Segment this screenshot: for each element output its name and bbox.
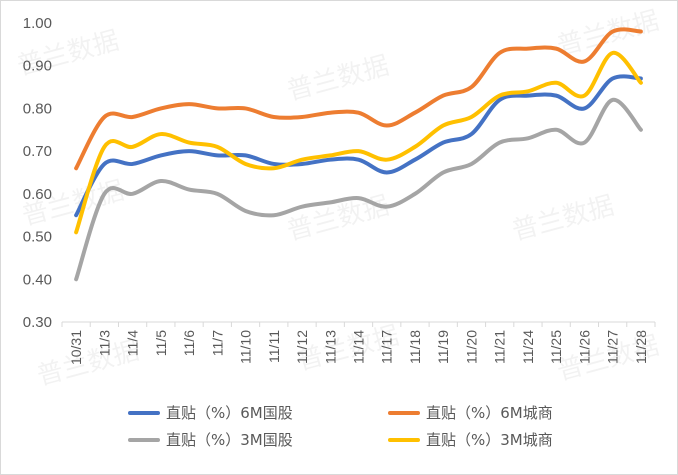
legend-label: 直贴（%）3M国股 [166, 431, 293, 449]
x-tick-label: 11/27 [605, 330, 621, 364]
series-line-1 [74, 27, 643, 171]
x-tick-label: 11/17 [379, 330, 395, 364]
x-tick-label: 11/3 [96, 330, 112, 356]
x-tick-label: 11/21 [492, 330, 508, 364]
x-tick-label: 11/26 [576, 330, 592, 364]
x-tick-label: 11/5 [153, 330, 169, 356]
x-tick-label: 11/19 [435, 330, 451, 364]
y-tick-label: 0.90 [23, 58, 52, 75]
watermark: 普兰数据 [284, 51, 392, 107]
y-tick-label: 0.60 [23, 186, 52, 203]
x-tick-label: 11/20 [463, 330, 479, 364]
x-tick-label: 11/10 [238, 330, 254, 364]
x-tick-label: 11/7 [209, 330, 225, 356]
series-line-2 [74, 97, 643, 282]
legend-label: 直贴（%）3M城商 [426, 431, 553, 449]
watermark: 普兰数据 [19, 176, 127, 232]
x-tick-label: 11/14 [351, 330, 367, 364]
legend-label: 直贴（%）6M国股 [166, 404, 293, 422]
watermark: 普兰数据 [509, 191, 617, 247]
y-tick-label: 0.80 [23, 100, 52, 117]
legend: 直贴（%）6M国股 直贴（%）6M城商 直贴（%）3M国股 直贴（%）3M城商 [128, 402, 588, 450]
legend-item-3m-chengshang: 直贴（%）3M城商 [388, 429, 588, 450]
series-line-0 [74, 74, 643, 218]
y-tick-label: 1.00 [23, 15, 52, 32]
x-tick-label: 11/25 [548, 330, 564, 364]
legend-swatch [128, 437, 160, 442]
legend-item-3m-guogu: 直贴（%）3M国股 [128, 429, 388, 450]
x-tick-label: 11/28 [633, 330, 649, 364]
x-tick-label: 11/4 [125, 330, 141, 356]
x-tick-label: 11/12 [294, 330, 310, 364]
legend-label: 直贴（%）6M城商 [426, 404, 553, 422]
x-tick-label: 11/6 [181, 330, 197, 356]
x-tick-label: 10/31 [68, 330, 84, 365]
y-tick-label: 0.50 [23, 229, 52, 246]
legend-swatch [128, 410, 160, 415]
legend-item-6m-guogu: 直贴（%）6M国股 [128, 402, 388, 423]
legend-item-6m-chengshang: 直贴（%）6M城商 [388, 402, 588, 423]
x-tick-label: 11/11 [266, 330, 282, 363]
legend-swatch [388, 410, 420, 415]
x-tick-label: 11/13 [322, 330, 338, 364]
x-tick-label: 11/24 [520, 330, 536, 364]
y-tick-label: 0.70 [23, 143, 52, 160]
x-tick-label: 11/18 [407, 330, 423, 364]
y-tick-label: 0.40 [23, 271, 52, 288]
y-tick-label: 0.30 [23, 314, 52, 331]
legend-swatch [388, 437, 420, 442]
